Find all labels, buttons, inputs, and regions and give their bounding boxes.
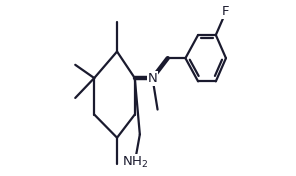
Text: F: F xyxy=(222,5,230,18)
Text: N: N xyxy=(148,72,157,84)
Text: NH$_2$: NH$_2$ xyxy=(122,155,148,170)
